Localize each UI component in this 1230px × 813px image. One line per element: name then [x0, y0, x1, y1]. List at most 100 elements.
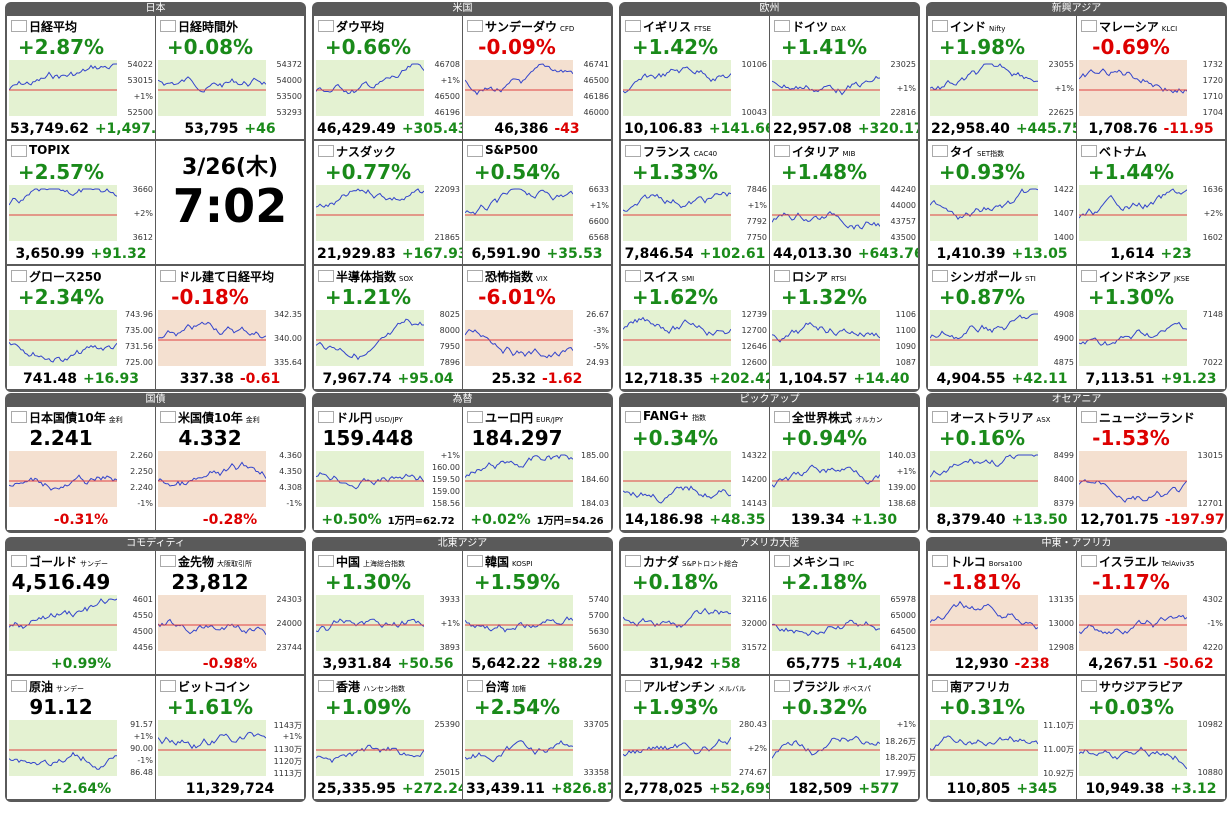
sparkline	[930, 595, 1038, 651]
axis-label: 13015	[1197, 451, 1223, 460]
axis-label: 4302	[1202, 595, 1223, 604]
axis-label: 1422	[1053, 185, 1074, 194]
footer-value: +1,404	[846, 656, 903, 672]
footer: 10,949.38 +3.12	[1077, 781, 1225, 797]
footer-value: +202.42	[708, 371, 769, 387]
headline: -0.69%	[1092, 35, 1170, 59]
flag	[1081, 20, 1097, 32]
headline: +0.87%	[938, 285, 1026, 309]
headline: +1.59%	[473, 570, 561, 594]
flag	[11, 270, 27, 282]
headline: -1.17%	[1092, 570, 1170, 594]
headline: -1.81%	[943, 570, 1021, 594]
axis-label: 1636	[1202, 185, 1223, 194]
axis-label: +1%	[896, 720, 916, 729]
axis-label: +1%	[282, 732, 302, 741]
time: 7:02	[172, 179, 288, 233]
headline: +1.21%	[324, 285, 412, 309]
axis-label: 54372	[276, 60, 302, 69]
footer: 1,708.76 -11.95	[1077, 121, 1225, 137]
footer-value: +35.53	[546, 246, 603, 262]
sparkline	[316, 595, 424, 651]
headline: -1.53%	[1092, 426, 1170, 450]
footer-value: +16.93	[83, 371, 140, 387]
footer-value: 46,386	[494, 121, 549, 137]
footer: 2,778,025 +52,699	[621, 781, 769, 797]
footer-value: +91.32	[90, 246, 147, 262]
market-name: マレーシア KLCI	[1099, 20, 1178, 34]
market-cell: ニュージーランド -1.53% 13015 12701 12,701.75 -197.97	[1077, 407, 1225, 530]
sparkline	[772, 185, 880, 241]
sparkline	[772, 310, 880, 366]
market-sub: メルバル	[717, 685, 746, 693]
footer-value: 1,614	[1110, 246, 1155, 262]
axis-label: 14322	[741, 451, 767, 460]
footer: 46,429.49 +305.43	[314, 121, 462, 137]
footer-value: +0.99%	[50, 656, 112, 672]
footer-value: 22,957.08	[773, 121, 852, 137]
sparkline	[158, 310, 266, 366]
flag	[318, 20, 334, 32]
footer-value: +46	[244, 121, 276, 137]
footer-value: +91.23	[1160, 371, 1217, 387]
market-sub: CAC40	[693, 150, 718, 158]
axis-label: 4.360	[279, 451, 302, 460]
axis-label: +1%	[1054, 84, 1074, 93]
flag	[318, 270, 334, 282]
market-sub: 大阪取引所	[217, 560, 253, 568]
market-cell: FANG+ 指数 +0.34% 14322 14200 14143 14,186.98 +48…	[621, 407, 769, 530]
panel: 米国 ダウ平均 +0.66% 46708 +1% 46500 46196 46,429.49 +…	[312, 2, 613, 392]
market-cell: ナスダック +0.77% 22093 21865 21,929.83 +167.93	[314, 141, 462, 264]
flag	[467, 680, 483, 692]
axis-label: 159.00	[432, 487, 460, 496]
market-name: サウジアラビア	[1099, 680, 1184, 694]
sparkline	[158, 451, 266, 507]
axis-label: 4.350	[279, 467, 302, 476]
axis-label: 54000	[276, 76, 302, 85]
axis-label: 24000	[276, 619, 302, 628]
sparkline	[465, 720, 573, 776]
footer: 1,410.39 +13.05	[928, 246, 1076, 262]
axis-label: -3%	[593, 326, 609, 335]
axis-label: 4456	[132, 643, 153, 652]
axis-label: +1%	[440, 451, 460, 460]
axis-label: 53500	[276, 92, 302, 101]
axis-label: 1090	[895, 342, 916, 351]
market-cell: アルゼンチン メルバル +1.93% 280.43 +2% 274.67 2,778,025…	[621, 676, 769, 799]
axis-label: 5700	[588, 611, 609, 620]
footer: 5,642.22 +88.29	[463, 656, 611, 672]
axis-label: 12739	[741, 310, 767, 319]
headline: +0.54%	[473, 160, 561, 184]
market-cell: 米国債10年 金利 4.332 4.360 4.350 4.308 -1% -0.28%	[156, 407, 304, 530]
axis-label: 53015	[127, 76, 153, 85]
market-cell: シンガポール STI +0.87% 4908 4900 4875 4,904.55 +42.1…	[928, 266, 1076, 389]
axis-label: 735.00	[125, 326, 153, 335]
axis-label: 46000	[583, 108, 609, 117]
footer: 7,967.74 +95.04	[314, 371, 462, 387]
headline: +0.66%	[324, 35, 412, 59]
headline: -6.01%	[478, 285, 556, 309]
market-sub: IPC	[843, 560, 855, 568]
sparkline	[1079, 451, 1187, 507]
flag	[160, 411, 176, 423]
axis-label: 64123	[890, 643, 916, 652]
axis-label: 44000	[890, 201, 916, 210]
market-cell: 香港 ハンセン指数 +1.09% 25390 25015 25,335.95 +272.24	[314, 676, 462, 799]
flag	[1081, 270, 1097, 282]
market-cell: ドル建て日経平均 -0.18% 342.35 340.00 335.64 337.38 -0…	[156, 266, 304, 389]
footer-value: 33,439.11	[466, 781, 545, 797]
panel: オセアニア オーストラリア ASX +0.16% 8499 8400 8379 8,379.4…	[926, 393, 1227, 533]
sparkline	[316, 451, 424, 507]
flag	[774, 555, 790, 567]
market-sub: STI	[1025, 275, 1036, 283]
footer-value: -43	[554, 121, 580, 137]
market-sub: Borsa100	[988, 560, 1023, 568]
headline: 184.297	[471, 426, 563, 450]
footer-value: +1,497.34	[94, 121, 155, 137]
headline: +1.30%	[1087, 285, 1175, 309]
footer-value: +50.56	[397, 656, 454, 672]
axis-label: 46186	[583, 92, 609, 101]
panel-title: ピックアップ	[739, 394, 800, 405]
axis-label: 6600	[588, 217, 609, 226]
footer-value: -197.97	[1164, 512, 1225, 528]
